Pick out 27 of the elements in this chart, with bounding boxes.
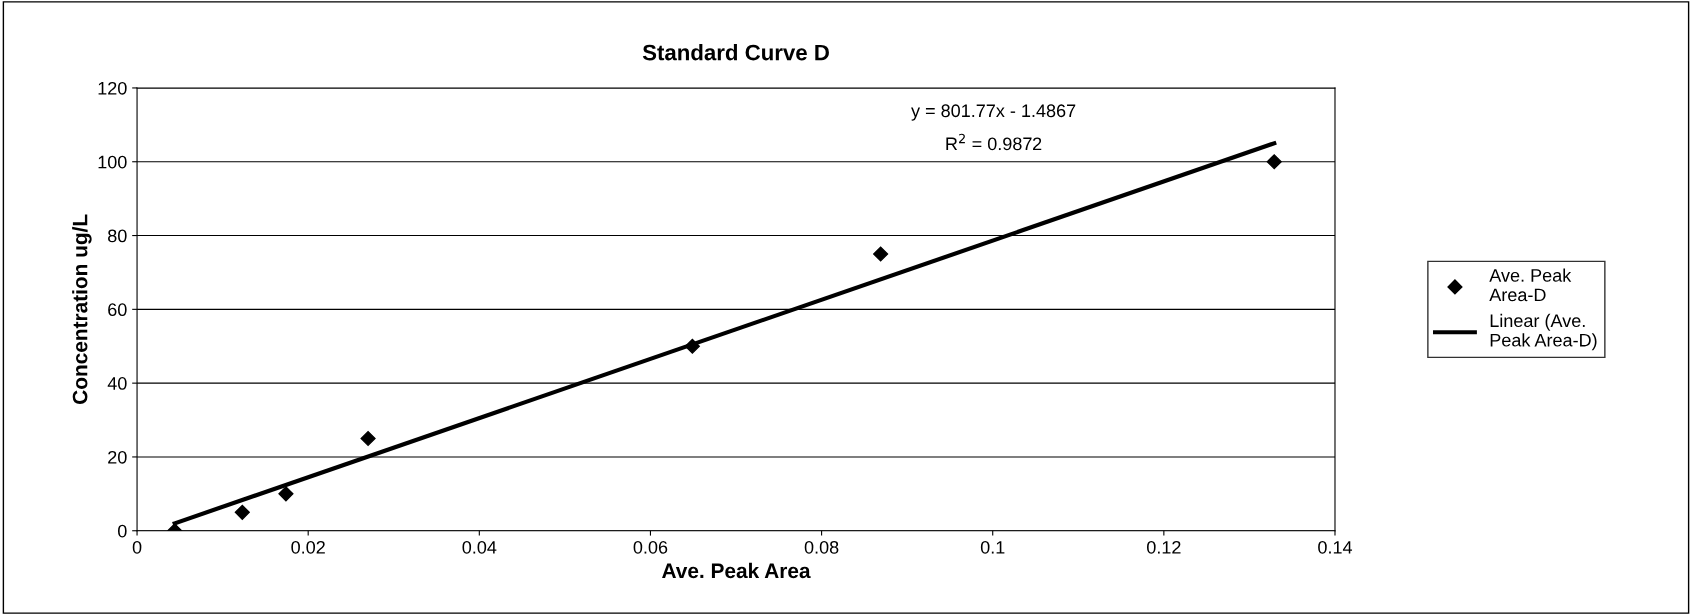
annotation: R$^{2}$ = 0.9872: [946, 133, 1042, 151]
y-axis-title: Concentration ug/L: [72, 214, 92, 404]
point: [234, 504, 250, 520]
x-tick-label: 0.12: [1146, 540, 1181, 554]
y-tick-label: 60: [108, 303, 127, 317]
point: [360, 430, 376, 447]
x-tick-label: 0.02: [291, 540, 325, 554]
x-tick-label: 0: [132, 540, 142, 554]
y-tick-label: 0: [117, 524, 127, 538]
point: [1266, 154, 1282, 170]
annotation: y = 801.77x - 1.4867: [911, 104, 1076, 121]
legend-label: Ave. Peak Area-D: [1489, 268, 1572, 302]
x-tick-label: 0.08: [804, 540, 839, 554]
y-tick-label: 80: [108, 229, 127, 243]
legend-label: Linear (Ave. Peak Area-D): [1490, 313, 1597, 351]
x-axis-title: Ave. Peak Area: [662, 562, 811, 579]
x-tick-label: 0.14: [1318, 540, 1353, 554]
y-tick-label: 40: [107, 377, 127, 390]
x-tick-label: 0.06: [633, 540, 668, 554]
chart-title: Standard Curve D: [642, 44, 829, 61]
y-tick-label: 20: [108, 450, 127, 464]
y-tick-label: 120: [98, 81, 127, 95]
x-tick-label: 0.04: [462, 540, 497, 554]
point: [278, 486, 294, 502]
point: [873, 246, 889, 262]
y-tick-label: 100: [98, 155, 127, 169]
x-tick-label: 0.1: [980, 540, 1005, 554]
